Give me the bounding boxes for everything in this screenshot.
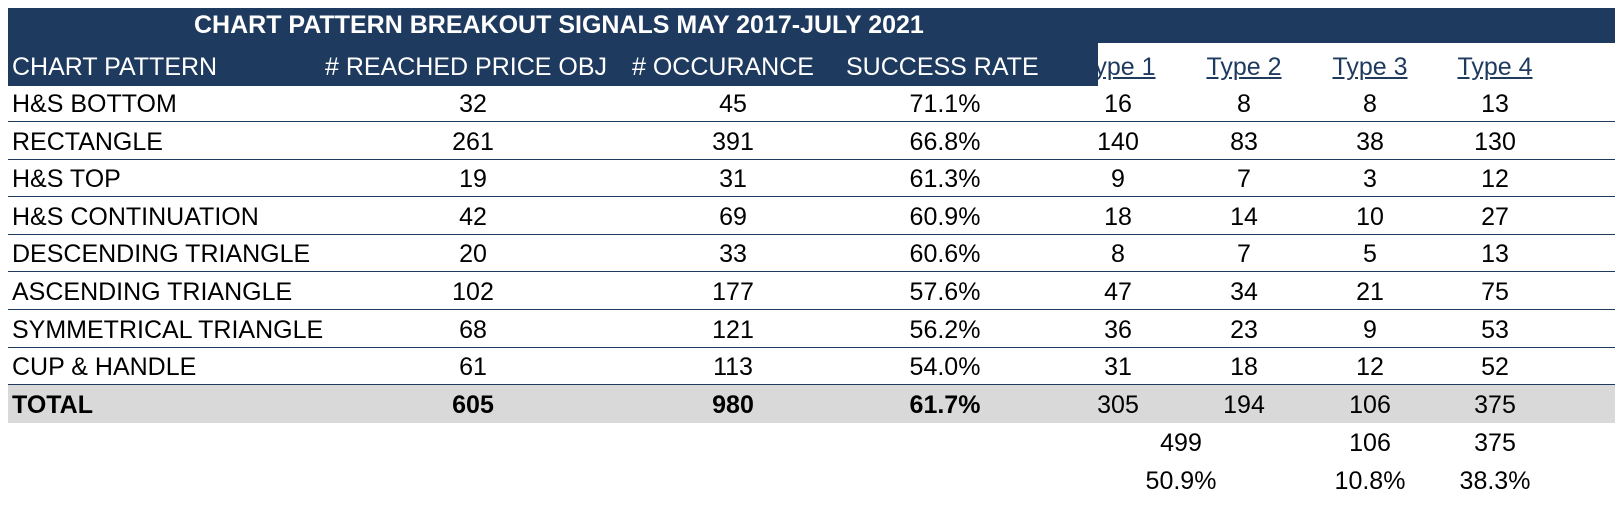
cell-occurance: 31: [719, 165, 747, 194]
cell-pattern: RECTANGLE: [12, 127, 163, 156]
cell-pattern: DESCENDING TRIANGLE: [12, 240, 311, 269]
summary-type3-sum: 106: [1349, 429, 1391, 457]
cell-type1: 8: [1111, 240, 1125, 269]
cell-reached: 102: [452, 278, 494, 306]
cell-type2: 23: [1230, 315, 1258, 344]
total-type3: 106: [1349, 391, 1391, 419]
cell-occurance: 113: [713, 353, 753, 382]
cell-pattern: H&S TOP: [12, 165, 121, 194]
cell-reached: 68: [459, 315, 487, 344]
table-row: SYMMETRICAL TRIANGLE 68 121 56.2% 36 23 9 53: [8, 310, 1615, 348]
cell-type3: 5: [1363, 240, 1377, 269]
cell-pattern: SYMMETRICAL TRIANGLE: [12, 315, 324, 344]
cell-type3: 12: [1356, 353, 1384, 382]
cell-type4: 27: [1481, 202, 1509, 231]
cell-type1: 18: [1104, 202, 1132, 231]
cell-occurance: 391: [712, 127, 754, 156]
cell-success: 60.9%: [909, 202, 981, 231]
cell-type1: 31: [1104, 353, 1132, 382]
col-header-type4: Type 4: [1457, 53, 1533, 81]
cell-type4: 52: [1481, 353, 1509, 382]
cell-type3: 38: [1356, 127, 1384, 156]
table-row: H&S TOP 19 31 61.3% 9 7 3 12: [8, 159, 1615, 198]
cell-pattern: H&S CONTINUATION: [12, 202, 259, 231]
cell-type1: 47: [1104, 278, 1132, 306]
header-band: [8, 43, 1098, 86]
cell-pattern: ASCENDING TRIANGLE: [12, 278, 293, 306]
cell-type4: 13: [1481, 90, 1509, 118]
cell-type2: 8: [1237, 90, 1251, 118]
total-success: 61.7%: [909, 391, 981, 419]
table-row: H&S BOTTOM 32 45 71.1% 16 8 8 13: [8, 84, 1615, 122]
cell-occurance: 33: [719, 240, 747, 269]
cell-success: 57.6%: [909, 278, 981, 306]
cell-type2: 7: [1237, 240, 1251, 269]
table-row: DESCENDING TRIANGLE 20 33 60.6% 8 7 5 13: [8, 234, 1615, 273]
cell-type1: 36: [1104, 315, 1132, 344]
cell-type4: 12: [1481, 165, 1509, 194]
col-header-occurance: # OCCURANCE: [632, 53, 814, 81]
cell-type3: 21: [1356, 278, 1384, 306]
cell-success: 71.1%: [909, 90, 981, 118]
cell-type3: 10: [1356, 202, 1384, 231]
table-row: ASCENDING TRIANGLE 102 177 57.6% 47 34 21 75: [8, 272, 1615, 310]
cell-occurance: 177: [712, 278, 754, 306]
cell-type3: 3: [1363, 165, 1377, 194]
summary-type3-pct: 10.8%: [1334, 467, 1406, 495]
total-type1: 305: [1097, 391, 1139, 419]
cell-success: 54.0%: [909, 353, 981, 382]
cell-reached: 61: [459, 353, 487, 382]
cell-reached: 42: [459, 202, 487, 231]
cell-pattern: CUP & HANDLE: [12, 353, 197, 382]
cell-reached: 32: [459, 90, 487, 118]
cell-occurance: 69: [719, 202, 747, 231]
col-header-type3: Type 3: [1332, 53, 1408, 81]
cell-type2: 18: [1230, 353, 1258, 382]
cell-type4: 75: [1481, 278, 1509, 306]
cell-type4: 13: [1481, 240, 1509, 269]
cell-type3: 9: [1363, 315, 1377, 344]
cell-type1: 140: [1097, 127, 1139, 156]
total-row: TOTAL 605 980 61.7% 305 194 106 375: [8, 385, 1615, 423]
col-header-pattern: CHART PATTERN: [12, 53, 218, 81]
cell-pattern: H&S BOTTOM: [12, 90, 177, 118]
cell-reached: 261: [452, 127, 494, 156]
cell-type1: 16: [1104, 90, 1132, 118]
cell-type2: 7: [1237, 165, 1251, 194]
total-occurance: 980: [712, 391, 754, 419]
summary-type12-pct: 50.9%: [1145, 467, 1217, 495]
cell-occurance: 45: [719, 90, 747, 118]
cell-type2: 34: [1230, 278, 1258, 306]
summary-type12-sum: 499: [1160, 429, 1202, 457]
cell-type1: 9: [1111, 165, 1125, 194]
cell-type2: 83: [1230, 127, 1258, 156]
total-label: TOTAL: [12, 391, 94, 419]
cell-success: 66.8%: [909, 127, 981, 156]
cell-reached: 20: [459, 240, 487, 269]
table-row: H&S CONTINUATION 42 69 60.9% 18 14 10 27: [8, 197, 1615, 235]
total-type2: 194: [1223, 391, 1265, 419]
col-header-reached: # REACHED PRICE OBJ: [325, 53, 608, 81]
col-header-type2: Type 2: [1206, 53, 1282, 81]
cell-type4: 130: [1474, 127, 1516, 156]
cell-reached: 19: [459, 165, 487, 194]
table-row: CUP & HANDLE 61 113 54.0% 31 18 12 52: [8, 347, 1615, 386]
table-title: CHART PATTERN BREAKOUT SIGNALS MAY 2017-…: [8, 8, 1615, 43]
table-row: RECTANGLE 261 391 66.8% 140 83 38 130: [8, 122, 1615, 160]
cell-success: 56.2%: [909, 315, 981, 344]
total-type4: 375: [1474, 391, 1516, 419]
cell-type4: 53: [1481, 315, 1509, 344]
cell-type3: 8: [1363, 90, 1377, 118]
cell-type2: 14: [1230, 202, 1258, 231]
cell-occurance: 121: [712, 315, 754, 344]
col-header-success: SUCCESS RATE: [846, 53, 1039, 81]
total-reached: 605: [452, 391, 494, 419]
summary-type4-sum: 375: [1474, 429, 1516, 457]
cell-success: 61.3%: [909, 165, 981, 194]
summary-type4-pct: 38.3%: [1459, 467, 1531, 495]
cell-success: 60.6%: [909, 240, 981, 269]
col-header-type1: Type 1: [1080, 53, 1156, 81]
